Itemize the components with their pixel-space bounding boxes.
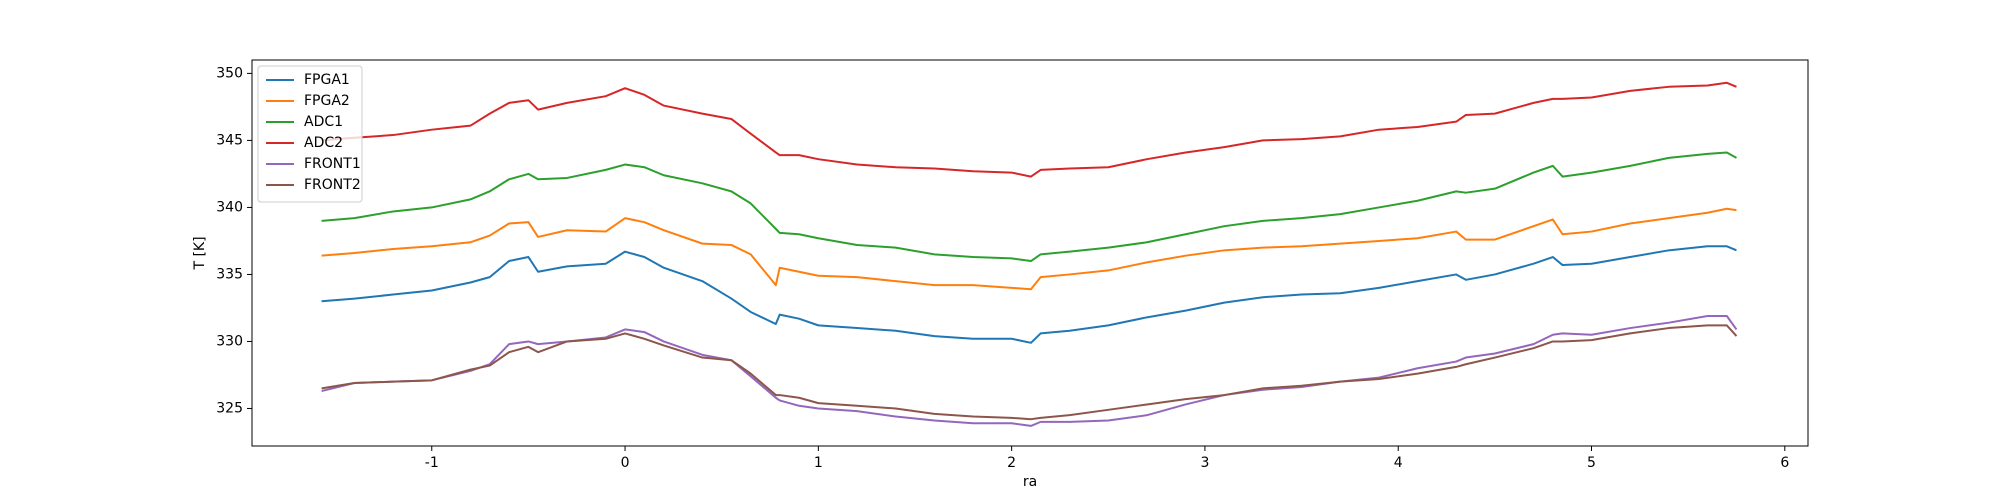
y-tick-label: 350	[216, 65, 243, 81]
series-line	[321, 81, 1737, 178]
x-tick-label: 1	[814, 455, 823, 471]
legend-label: ADC2	[304, 135, 343, 151]
series-line	[321, 324, 1738, 421]
x-tick-label: 3	[1200, 455, 1209, 471]
series-line	[321, 314, 1738, 427]
legend-label: FRONT1	[304, 156, 361, 172]
y-tick-label: 345	[216, 132, 243, 148]
series-line	[321, 207, 1737, 291]
y-tick-label: 340	[216, 199, 243, 215]
x-tick-label: 2	[1007, 455, 1016, 471]
series-line	[321, 151, 1737, 263]
x-tick-label: -1	[425, 455, 439, 471]
axes-frame	[251, 59, 1809, 447]
plot-lines	[321, 81, 1738, 427]
legend-label: ADC1	[304, 114, 343, 130]
y-axis-label: T [K]	[192, 236, 208, 270]
legend-label: FPGA1	[304, 72, 350, 88]
x-tick-label: 4	[1394, 455, 1403, 471]
legend-label: FRONT2	[304, 177, 361, 193]
y-tick-label: 335	[216, 266, 243, 282]
y-tick-label: 325	[216, 400, 243, 416]
x-tick-label: 0	[621, 455, 630, 471]
x-tick-label: 6	[1780, 455, 1789, 471]
x-tick-label: 5	[1587, 455, 1596, 471]
series-line	[321, 245, 1737, 344]
x-axis-label: ra	[1023, 474, 1037, 490]
y-tick-label: 330	[216, 333, 243, 349]
legend-label: FPGA2	[304, 93, 350, 109]
